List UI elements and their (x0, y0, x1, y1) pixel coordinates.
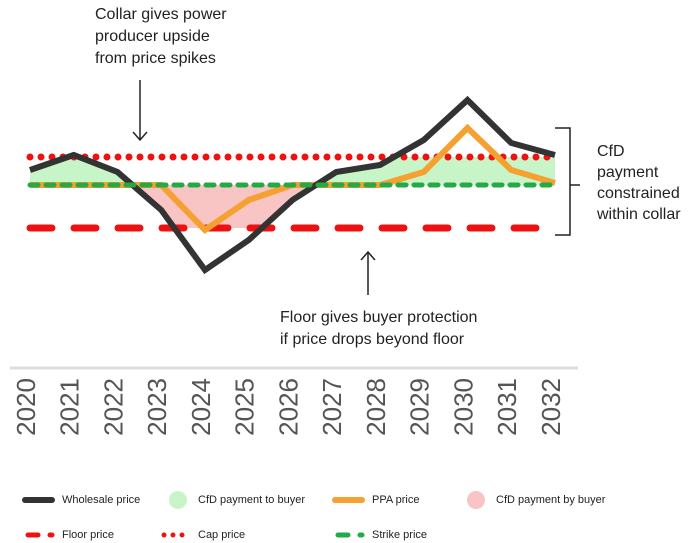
x-tick-label: 2023 (142, 378, 172, 436)
arrow-head (132, 131, 148, 142)
legend-swatch (467, 491, 485, 509)
legend-label: CfD payment to buyer (198, 494, 305, 506)
annotation: within collar (596, 206, 681, 223)
annotation: payment (597, 164, 659, 181)
annotation: if price drops beyond floor (280, 331, 465, 348)
plot (26, 95, 559, 275)
x-tick-label: 2032 (536, 378, 566, 436)
annotation: Floor gives buyer protection (280, 309, 477, 326)
annotation: CfD (597, 143, 625, 160)
legend-label: Strike price (372, 529, 427, 541)
legend-label: Cap price (198, 529, 245, 541)
x-tick-label: 2025 (230, 378, 260, 436)
area-to-buyer (30, 157, 555, 185)
x-tick-label: 2021 (55, 378, 85, 436)
x-tick-label: 2028 (361, 378, 391, 436)
legend-label: PPA price (372, 494, 420, 506)
bracket (555, 127, 580, 236)
x-tick-label: 2022 (98, 378, 128, 436)
x-tick-label: 2029 (405, 378, 435, 436)
x-tick-label: 2026 (273, 378, 303, 436)
legend-label: Floor price (62, 529, 114, 541)
annotation: producer upside (95, 28, 210, 45)
x-tick-label: 2024 (186, 378, 216, 436)
series-line (29, 95, 556, 275)
x-tick-label: 2031 (492, 378, 522, 436)
area-by-buyer (30, 185, 555, 228)
annotation: constrained (597, 185, 680, 202)
annotation: from price spikes (95, 50, 216, 67)
legend-swatch (169, 491, 187, 509)
legend-label: Wholesale price (62, 494, 140, 506)
arrow-head (360, 250, 376, 261)
x-tick-label: 2030 (448, 378, 478, 436)
x-tick-label: 2027 (317, 378, 347, 436)
annotation: Collar gives power (95, 6, 227, 23)
x-tick-label: 2020 (11, 378, 41, 436)
legend-label: CfD payment by buyer (496, 494, 606, 506)
